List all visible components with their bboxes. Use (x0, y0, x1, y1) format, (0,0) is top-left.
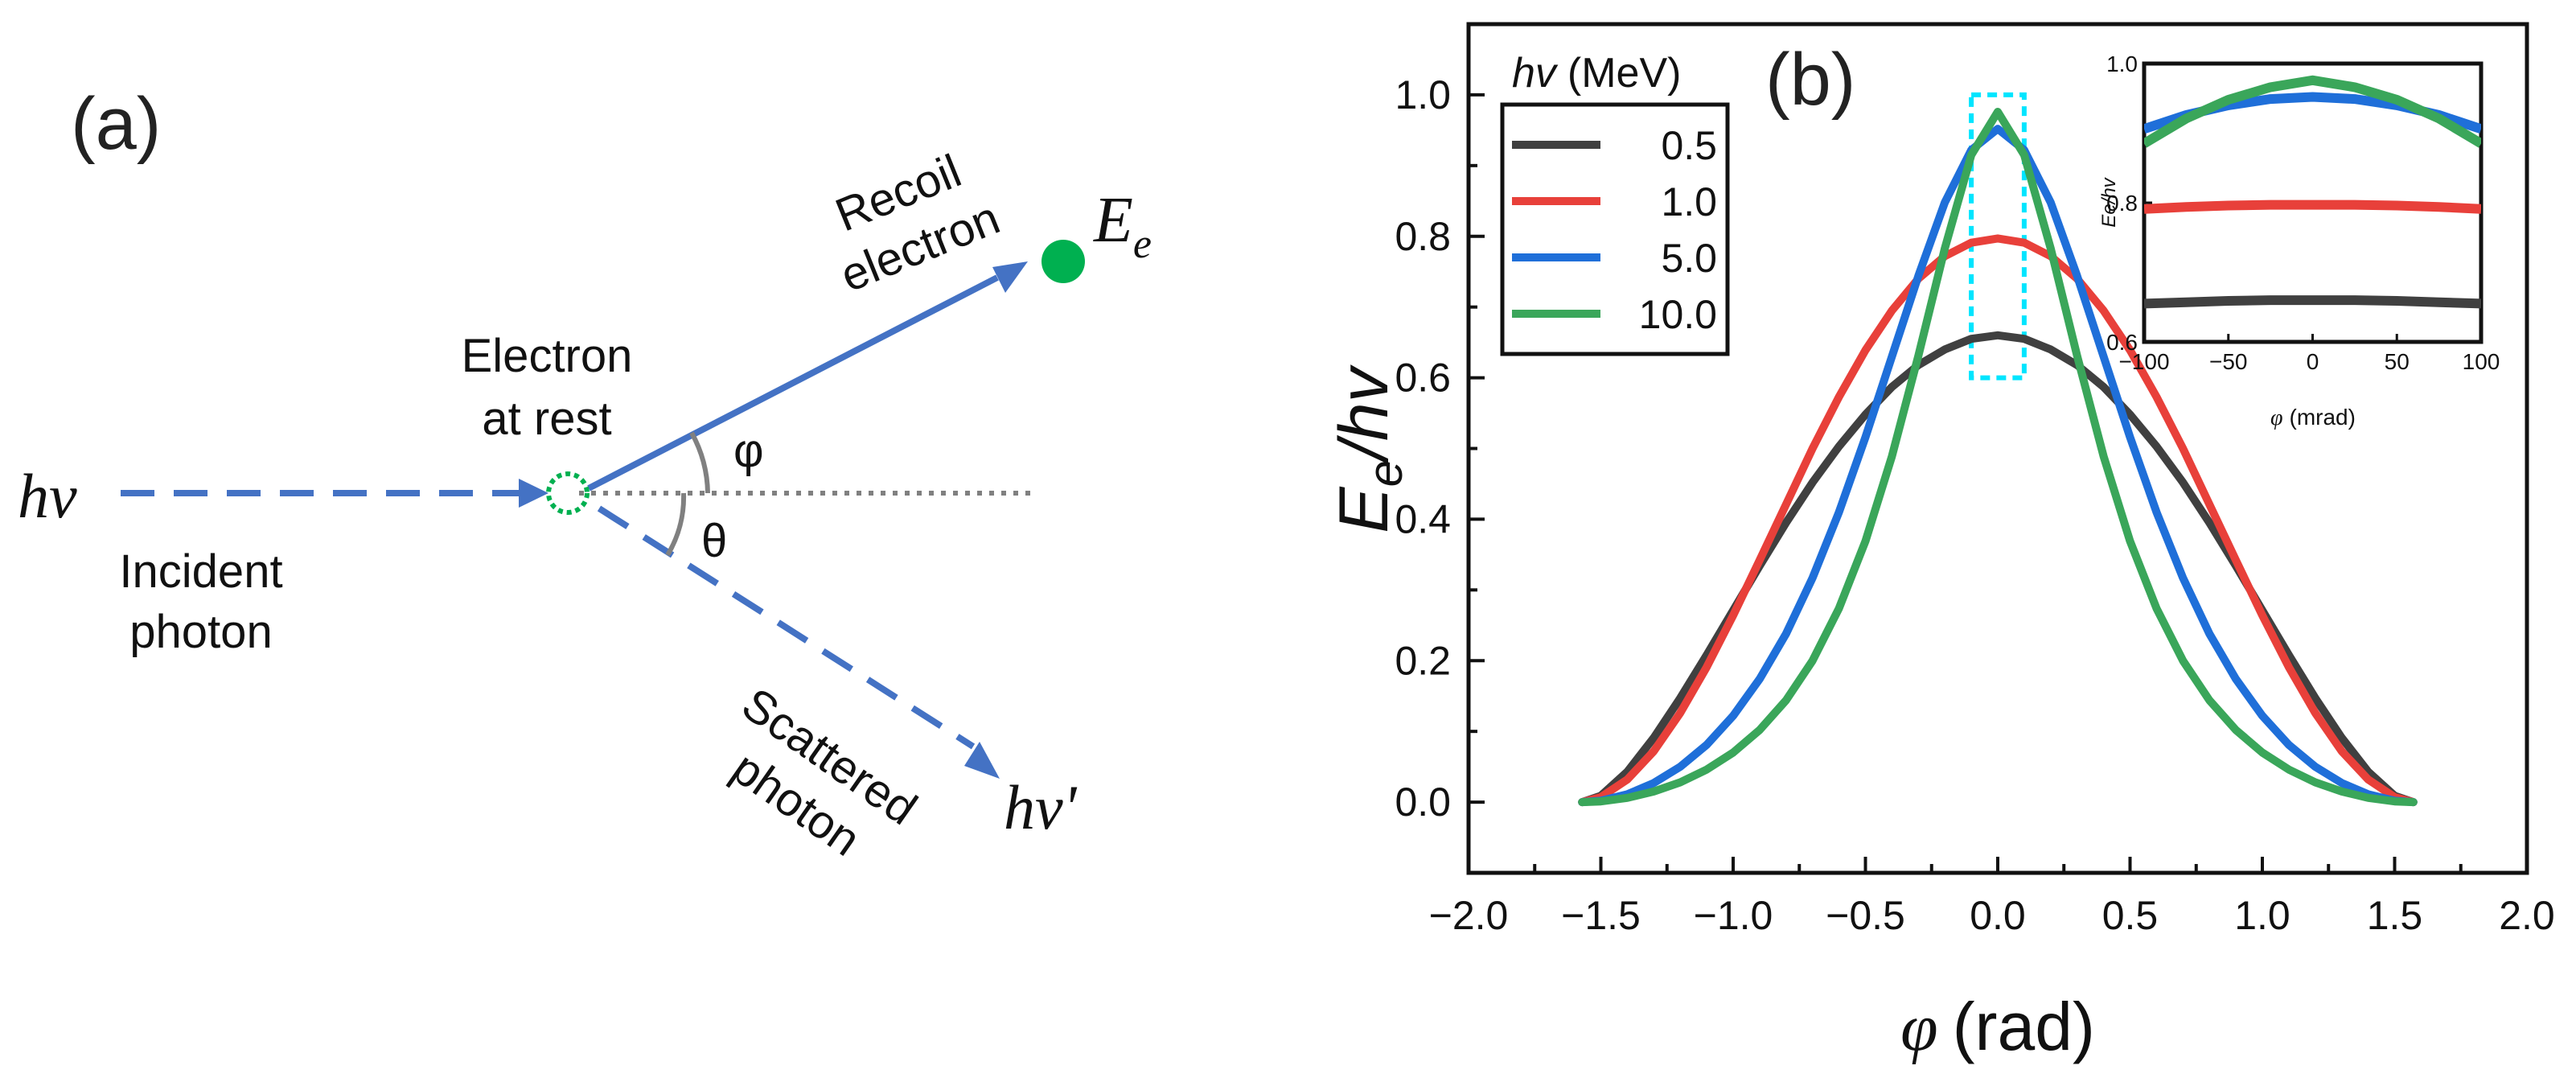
theta-angle-arc (665, 492, 687, 557)
scattered-photon-line (597, 505, 976, 750)
zoom-highlight-box (1969, 92, 2027, 381)
incident-photon-arrowhead (519, 479, 548, 508)
phi-angle-arc (689, 431, 710, 494)
x-tick-label: −1.5 (1561, 893, 1641, 938)
y-tick-label: 1.0 (1395, 72, 1451, 117)
inset-y-tick-label: 0.8 (2106, 191, 2138, 216)
legend-label-10.0: 10.0 (1639, 292, 1717, 337)
series-line-0.5 (1578, 331, 2418, 807)
electron-at-rest-label-line1: Electron (462, 330, 633, 382)
incident-photon-symbol: hv (18, 461, 77, 531)
panel-b: −2.0 −1.5 −1.0 −0.5 0.0 0.5 1.0 1.5 2.0 0.0 0.2 0.4… (1325, 22, 2555, 1065)
main-axis-ticks (1467, 23, 2529, 874)
recoil-energy-symbol: Ee (1093, 185, 1152, 267)
panel-a-label: (a) (71, 83, 161, 165)
inset-series-line-0.5 (2144, 295, 2481, 309)
y-tick-label: 0.8 (1395, 214, 1451, 259)
x-tick-label: 2.0 (2499, 893, 2555, 938)
inset-x-tick-label: 50 (2385, 349, 2410, 374)
main-series-group (1578, 108, 2418, 807)
scattered-photon-arrowhead (964, 742, 1000, 779)
main-x-axis-label: φ (rad) (1900, 989, 2095, 1065)
recoil-electron-line (587, 274, 999, 492)
y-tick-label: 0.0 (1395, 780, 1451, 825)
inset-series-group (2144, 75, 2481, 309)
theta-angle-label: θ (701, 515, 727, 567)
legend-label-1.0: 1.0 (1661, 179, 1717, 224)
series-line-10.0 (1578, 108, 2418, 807)
phi-angle-label: φ (733, 425, 764, 477)
main-y-axis-label: Ee/hv (1325, 364, 1412, 533)
y-tick-label: 0.6 (1395, 356, 1451, 401)
inset-y-tick-label: 1.0 (2106, 51, 2138, 76)
y-tick-label: 0.4 (1395, 496, 1451, 541)
x-tick-label: 0.0 (1970, 893, 2026, 938)
recoil-electron-arrowhead (992, 261, 1028, 293)
electron-at-rest-circle (546, 471, 590, 515)
inset-y-axis-label: Ee/hv (2098, 176, 2120, 227)
series-line-5.0 (1578, 125, 2418, 807)
legend: hv (MeV) 0.5 1.0 5.0 10.0 (1500, 50, 1730, 356)
incident-photon-label-line1: Incident (119, 545, 282, 598)
x-tick-label: 1.5 (2367, 893, 2423, 938)
inset-series-line-10.0 (2144, 75, 2481, 148)
x-tick-label: 0.5 (2102, 893, 2159, 938)
incident-photon-label-line2: photon (129, 606, 272, 658)
inset-x-tick-label: 0 (2307, 349, 2319, 374)
x-tick-label: −0.5 (1826, 893, 1905, 938)
legend-label-5.0: 5.0 (1661, 236, 1717, 281)
x-tick-label: −2.0 (1429, 893, 1509, 938)
inset-y-tick-label: 0.6 (2106, 330, 2138, 355)
electron-at-rest-label-line2: at rest (482, 393, 611, 445)
recoil-electron-dot (1041, 240, 1085, 283)
legend-title: hv (MeV) (1512, 50, 1681, 97)
inset-axis-ticks: −100 −50 0 50 100 0.6 0.8 1.0 (2106, 51, 2500, 374)
x-tick-label: −1.0 (1694, 893, 1773, 938)
panel-a: (a) hv Incident photon Electron at rest … (18, 83, 1152, 866)
series-line-1.0 (1578, 234, 2418, 807)
inset-x-tick-label: −100 (2118, 349, 2169, 374)
y-tick-label: 0.2 (1395, 638, 1451, 683)
inset-plot: −100 −50 0 50 100 0.6 0.8 1.0 Ee/hv φ (mrad) (2098, 51, 2500, 430)
x-tick-label: 1.0 (2234, 893, 2290, 938)
main-axis-tick-labels: −2.0 −1.5 −1.0 −0.5 0.0 0.5 1.0 1.5 2.0 0.0 0.2 0.4… (1395, 72, 2554, 938)
inset-series-line-1.0 (2144, 200, 2481, 214)
inset-x-tick-label: −50 (2209, 349, 2248, 374)
legend-label-0.5: 0.5 (1661, 123, 1717, 168)
scattered-photon-symbol: hv' (1004, 772, 1078, 842)
inset-x-tick-label: 100 (2463, 349, 2500, 374)
panel-b-label: (b) (1765, 39, 1855, 121)
inset-x-axis-label: φ (mrad) (2270, 405, 2356, 430)
